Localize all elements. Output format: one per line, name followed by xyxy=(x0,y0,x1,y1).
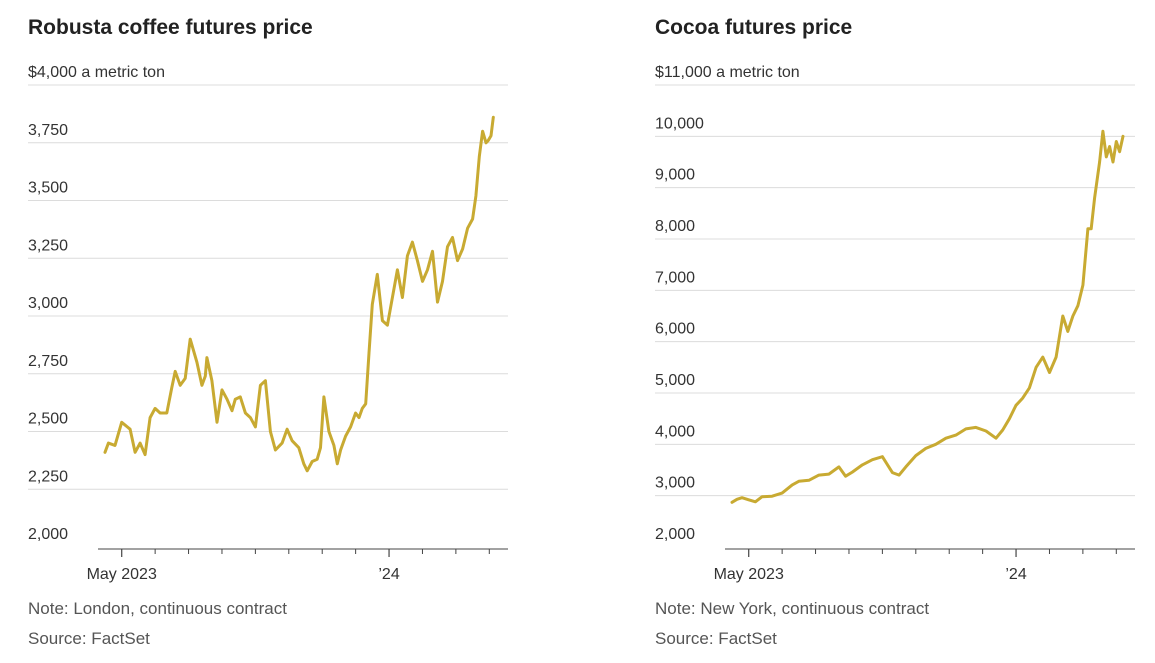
x-tick-label: ’24 xyxy=(1005,566,1026,583)
y-tick-label: 5,000 xyxy=(655,372,695,389)
y-tick-label: 4,000 xyxy=(655,423,695,440)
cocoa-chart: 2,000 3,000 4,000 5,000 6,000 7,000 8,000 9,000… xyxy=(655,64,1135,583)
chart-note: Note: New York, continuous contract xyxy=(655,599,930,618)
y-tick-label: 3,000 xyxy=(655,475,695,492)
robusta-chart-panel: Robusta coffee futures price 2,000 2,250 2… xyxy=(28,0,518,663)
y-tick-label: 8,000 xyxy=(655,218,695,235)
x-tick-label: May 2023 xyxy=(714,566,784,583)
y-tick-label: $4,000 a metric ton xyxy=(28,64,165,81)
y-tick-label: 2,000 xyxy=(655,526,695,543)
y-tick-label: 2,500 xyxy=(28,411,68,428)
chart-note: Note: London, continuous contract xyxy=(28,599,287,618)
y-tick-label: 3,250 xyxy=(28,237,68,254)
y-tick-label: 3,500 xyxy=(28,180,68,197)
y-tick-label: 2,000 xyxy=(28,526,68,543)
chart-title: Robusta coffee futures price xyxy=(28,16,313,39)
chart-source: Source: FactSet xyxy=(655,629,777,648)
y-tick-label: 3,000 xyxy=(28,295,68,312)
robusta-chart: 2,000 2,250 2,500 2,750 3,000 3,250 3,500 3,750… xyxy=(28,64,508,583)
y-tick-label: 7,000 xyxy=(655,269,695,286)
chart-title: Cocoa futures price xyxy=(655,16,853,39)
y-tick-label: 10,000 xyxy=(655,115,704,132)
chart-source: Source: FactSet xyxy=(28,629,150,648)
y-tick-label: 3,750 xyxy=(28,122,68,139)
y-tick-label: 2,750 xyxy=(28,353,68,370)
cocoa-chart-panel: Cocoa futures price 2,000 3,000 4,000 5,000… xyxy=(655,0,1145,663)
y-tick-label: $11,000 a metric ton xyxy=(655,64,800,81)
y-tick-label: 6,000 xyxy=(655,321,695,338)
series-line-cocoa xyxy=(730,129,1125,504)
y-tick-label: 2,250 xyxy=(28,468,68,485)
x-tick-label: ’24 xyxy=(378,566,399,583)
y-tick-label: 9,000 xyxy=(655,167,695,184)
series-line-robusta xyxy=(103,115,495,473)
x-tick-label: May 2023 xyxy=(87,566,157,583)
